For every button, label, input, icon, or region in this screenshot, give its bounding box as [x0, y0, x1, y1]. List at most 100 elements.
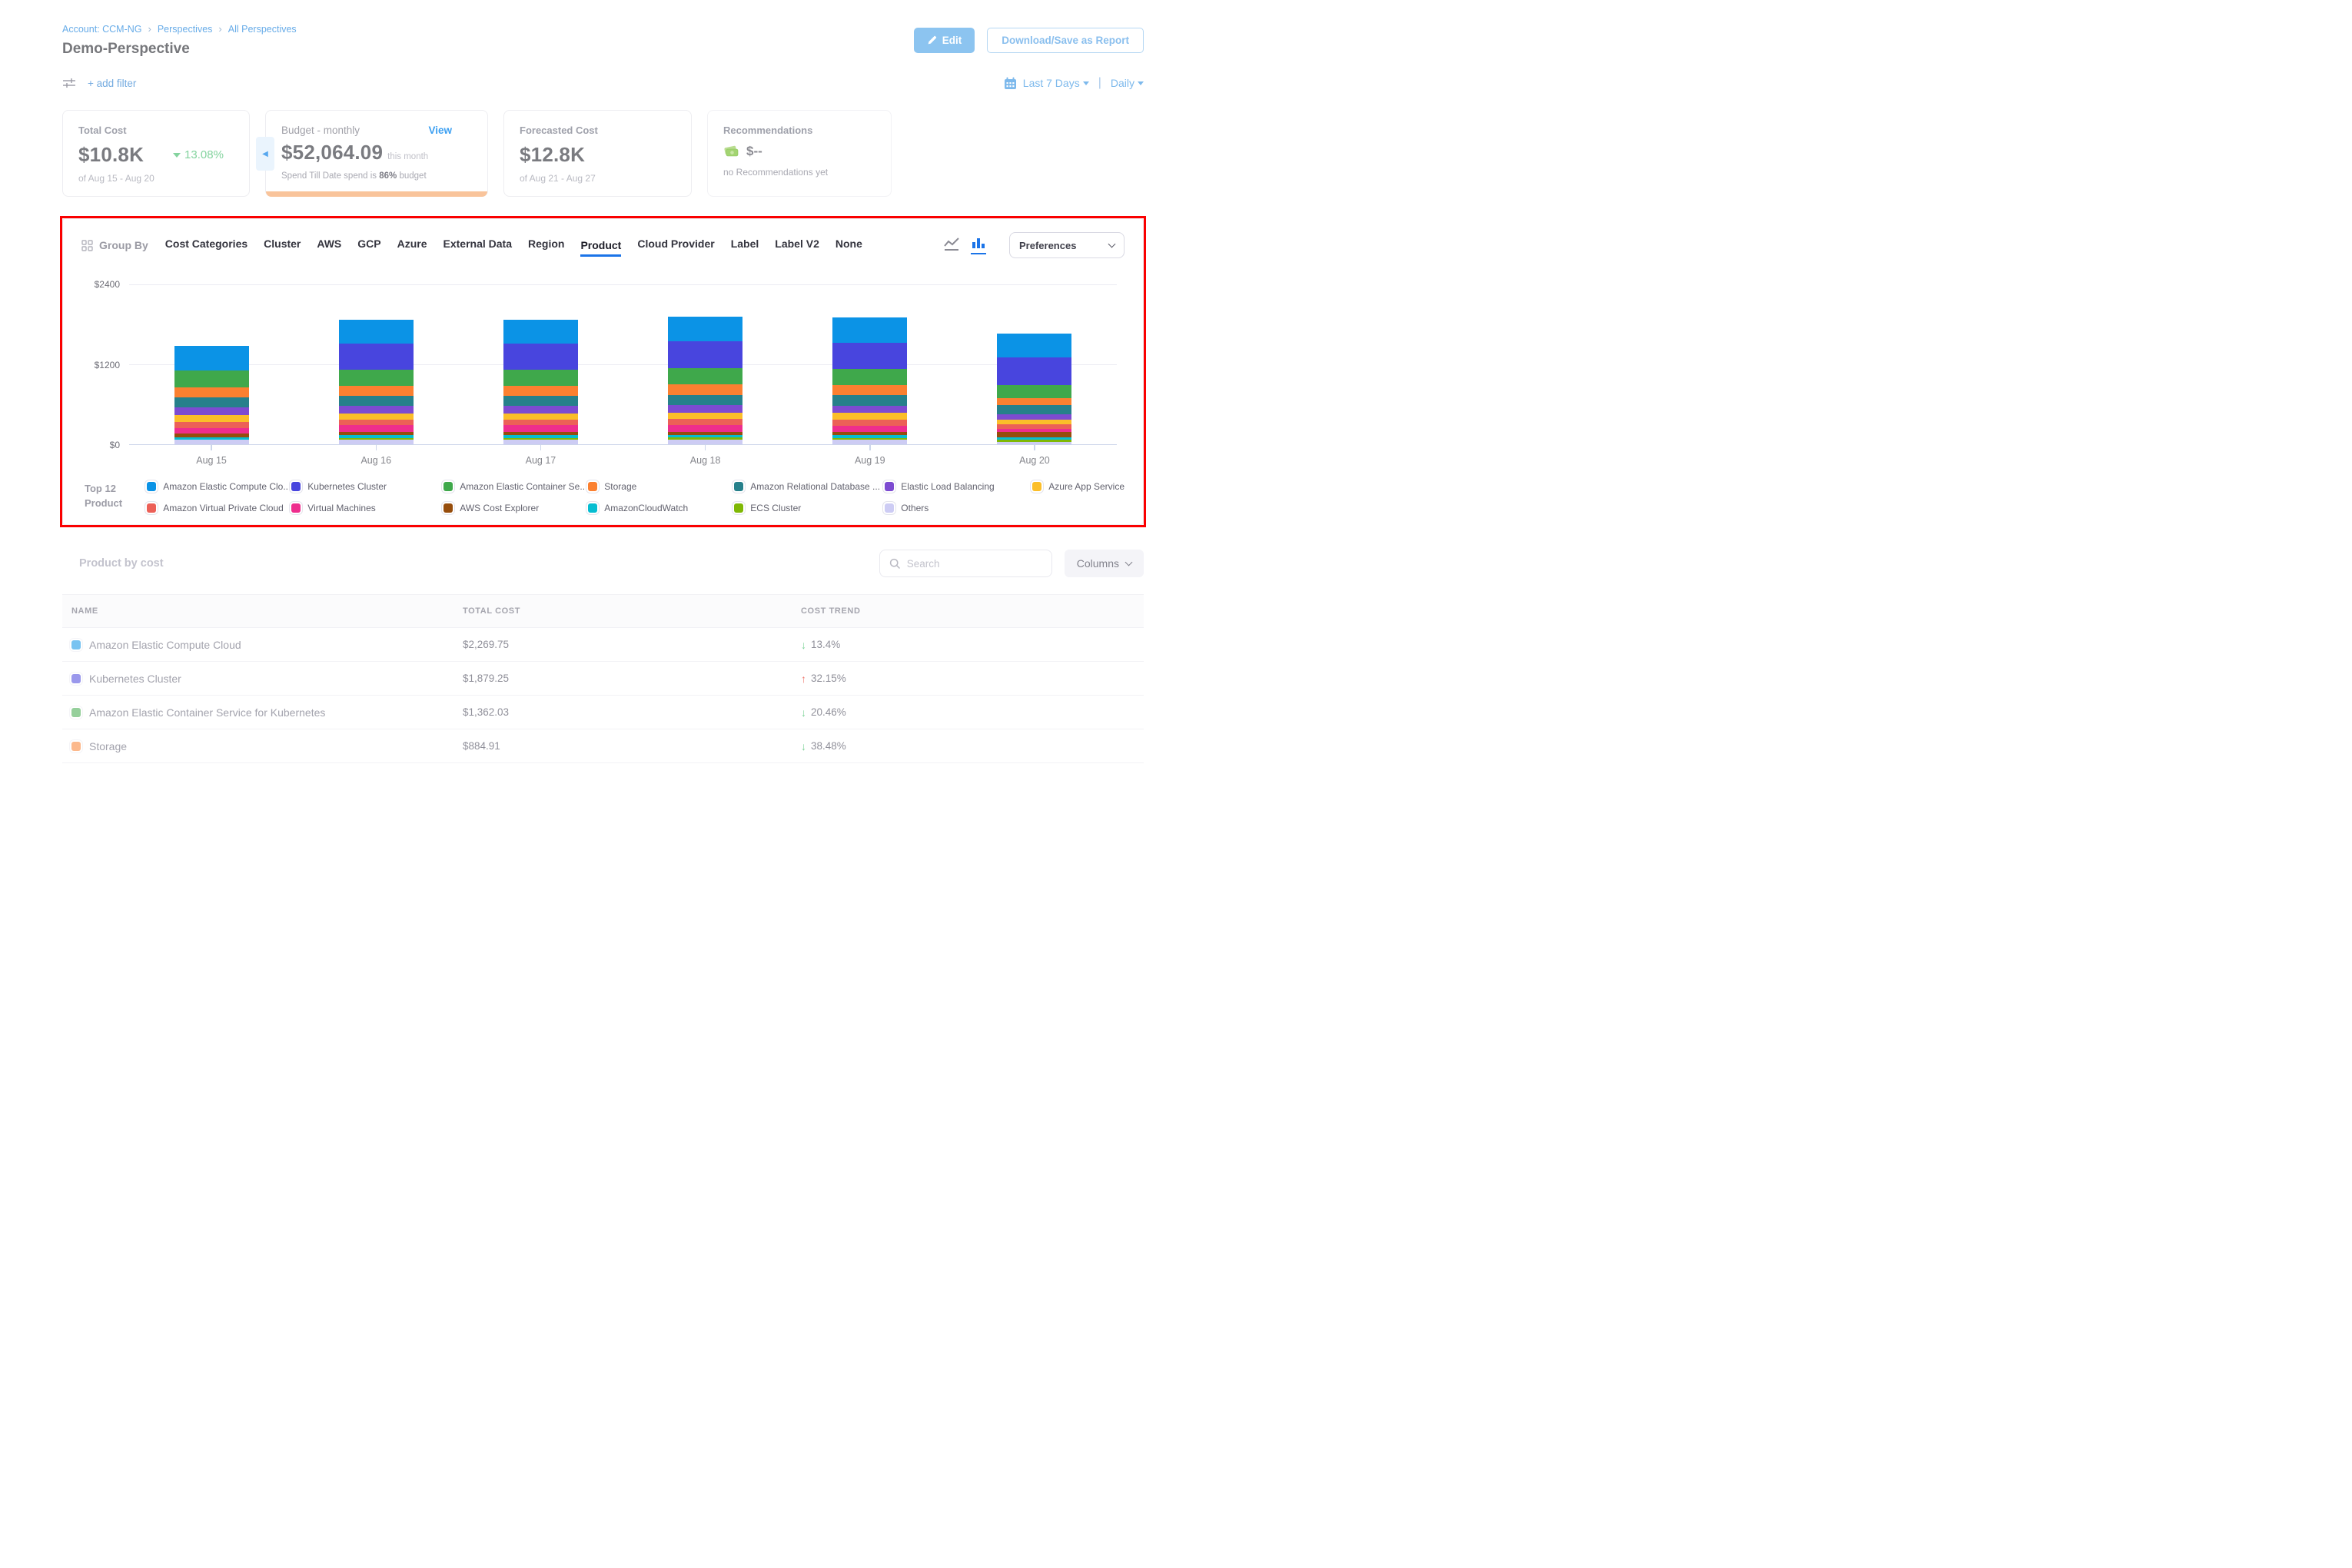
bar-segment-amazon-virtual-private-cloud[interactable] — [832, 419, 908, 426]
download-save-report-button[interactable]: Download/Save as Report — [987, 28, 1144, 53]
add-filter-link[interactable]: + add filter — [88, 77, 137, 89]
bar-segment-kubernetes-cluster[interactable] — [997, 357, 1072, 385]
stacked-bar-aug-15[interactable] — [174, 345, 249, 444]
bar-segment-elastic-load-balancing[interactable] — [832, 405, 908, 414]
legend-item-amazon-elastic-container-service-for-kubernetes[interactable]: Amazon Elastic Container Se... — [443, 481, 588, 492]
bar-segment-amazon-elastic-compute-cloud[interactable] — [668, 317, 743, 342]
groupby-tab-cost-categories[interactable]: Cost Categories — [164, 238, 248, 250]
bar-segment-azure-app-service[interactable] — [997, 420, 1072, 424]
bar-segment-amazon-elastic-compute-cloud[interactable] — [997, 333, 1072, 357]
legend-item-amazon-virtual-private-cloud[interactable]: Amazon Virtual Private Cloud — [147, 503, 291, 513]
groupby-tab-gcp[interactable]: GCP — [357, 238, 381, 250]
bar-segment-azure-app-service[interactable] — [338, 413, 414, 420]
bar-segment-amazon-elastic-container-service-for-kubernetes[interactable] — [503, 369, 578, 386]
bar-segment-amazon-elastic-compute-cloud[interactable] — [503, 319, 578, 344]
bar-segment-amazon-relational-database-service[interactable] — [503, 396, 578, 407]
breadcrumb-account[interactable]: Account: CCM-NG — [62, 23, 142, 35]
row-name[interactable]: Amazon Elastic Compute Cloud — [71, 639, 463, 651]
bar-segment-amazon-relational-database-service[interactable] — [668, 394, 743, 405]
bar-segment-amazon-elastic-container-service-for-kubernetes[interactable] — [668, 368, 743, 385]
groupby-tab-label[interactable]: Label — [730, 238, 759, 250]
bar-segment-amazon-virtual-private-cloud[interactable] — [997, 424, 1072, 430]
bar-segment-elastic-load-balancing[interactable] — [338, 406, 414, 414]
bar-segment-amazon-elastic-compute-cloud[interactable] — [174, 345, 249, 371]
edit-button[interactable]: Edit — [913, 28, 975, 53]
bar-segment-aws-cost-explorer[interactable] — [668, 431, 743, 436]
stacked-bar-aug-18[interactable] — [668, 317, 743, 444]
bar-segment-others[interactable] — [338, 439, 414, 444]
bar-segment-amazoncloudwatch[interactable] — [832, 435, 908, 438]
legend-item-amazon-relational-database-service[interactable]: Amazon Relational Database ... — [734, 481, 885, 492]
bar-segment-amazon-virtual-private-cloud[interactable] — [503, 419, 578, 426]
groupby-tab-cloud-provider[interactable]: Cloud Provider — [637, 238, 715, 250]
bar-segment-amazon-relational-database-service[interactable] — [832, 395, 908, 406]
groupby-tab-none[interactable]: None — [835, 238, 862, 250]
bar-segment-aws-cost-explorer[interactable] — [174, 434, 249, 438]
bar-segment-virtual-machines[interactable] — [668, 425, 743, 432]
legend-item-amazoncloudwatch[interactable]: AmazonCloudWatch — [588, 503, 734, 513]
legend-item-ecs-cluster[interactable]: ECS Cluster — [734, 503, 885, 513]
legend-item-amazon-elastic-compute-cloud[interactable]: Amazon Elastic Compute Clo... — [147, 481, 291, 492]
groupby-tab-cluster[interactable]: Cluster — [264, 238, 301, 250]
bar-segment-amazoncloudwatch[interactable] — [503, 435, 578, 438]
stacked-bar-aug-17[interactable] — [503, 319, 578, 444]
groupby-tab-region[interactable]: Region — [528, 238, 565, 250]
bar-segment-azure-app-service[interactable] — [503, 413, 578, 420]
bar-segment-amazoncloudwatch[interactable] — [668, 435, 743, 438]
bar-segment-amazon-virtual-private-cloud[interactable] — [174, 421, 249, 428]
bar-segment-amazon-relational-database-service[interactable] — [174, 397, 249, 407]
budget-view-link[interactable]: View — [428, 125, 452, 136]
table-row-kubernetes-cluster[interactable]: Kubernetes Cluster $1,879.25 ↑ 32.15% — [62, 662, 1144, 696]
bar-segment-elastic-load-balancing[interactable] — [668, 404, 743, 413]
legend-item-kubernetes-cluster[interactable]: Kubernetes Cluster — [291, 481, 443, 492]
bar-segment-aws-cost-explorer[interactable] — [997, 431, 1072, 438]
bar-segment-kubernetes-cluster[interactable] — [338, 344, 414, 370]
bar-segment-virtual-machines[interactable] — [174, 427, 249, 434]
bar-segment-amazon-elastic-container-service-for-kubernetes[interactable] — [338, 369, 414, 386]
bar-segment-kubernetes-cluster[interactable] — [832, 343, 908, 370]
groupby-tab-aws[interactable]: AWS — [317, 238, 342, 250]
bar-segment-ecs-cluster[interactable] — [997, 440, 1072, 442]
bar-segment-ecs-cluster[interactable] — [832, 437, 908, 440]
groupby-tab-label-v2[interactable]: Label V2 — [775, 238, 819, 250]
legend-item-virtual-machines[interactable]: Virtual Machines — [291, 503, 443, 513]
bar-segment-amazon-virtual-private-cloud[interactable] — [338, 419, 414, 426]
bar-segment-amazon-elastic-container-service-for-kubernetes[interactable] — [174, 370, 249, 387]
table-row-amazon-elastic-container-service-for-kubernetes[interactable]: Amazon Elastic Container Service for Kub… — [62, 696, 1144, 729]
budget-prev-arrow-button[interactable]: ◀ — [256, 137, 274, 171]
table-row-amazon-elastic-compute-cloud[interactable]: Amazon Elastic Compute Cloud $2,269.75 ↓ 13… — [62, 628, 1144, 662]
bar-segment-amazon-elastic-compute-cloud[interactable] — [338, 319, 414, 344]
stacked-bar-aug-16[interactable] — [338, 319, 414, 444]
bar-segment-elastic-load-balancing[interactable] — [503, 406, 578, 414]
preferences-dropdown[interactable]: Preferences — [1009, 232, 1125, 258]
bar-segment-aws-cost-explorer[interactable] — [338, 432, 414, 436]
bar-segment-storage[interactable] — [668, 384, 743, 395]
row-name[interactable]: Kubernetes Cluster — [71, 673, 463, 685]
bar-segment-ecs-cluster[interactable] — [668, 437, 743, 440]
legend-item-storage[interactable]: Storage — [588, 481, 734, 492]
date-range-dropdown[interactable]: Last 7 Days — [1023, 77, 1089, 89]
bar-segment-amazon-relational-database-service[interactable] — [997, 405, 1072, 414]
legend-item-azure-app-service[interactable]: Azure App Service — [1032, 481, 1125, 492]
columns-button[interactable]: Columns — [1064, 550, 1144, 577]
bar-segment-amazon-relational-database-service[interactable] — [338, 396, 414, 407]
bar-segment-kubernetes-cluster[interactable] — [503, 344, 578, 370]
bar-segment-elastic-load-balancing[interactable] — [997, 414, 1072, 420]
breadcrumb-all-perspectives[interactable]: All Perspectives — [228, 23, 297, 35]
bar-segment-amazoncloudwatch[interactable] — [997, 437, 1072, 440]
stacked-bar-aug-20[interactable] — [997, 333, 1072, 444]
legend-item-aws-cost-explorer[interactable]: AWS Cost Explorer — [443, 503, 588, 513]
bar-segment-storage[interactable] — [503, 385, 578, 397]
bar-segment-azure-app-service[interactable] — [668, 412, 743, 420]
column-header-total-cost[interactable]: TOTAL COST — [463, 606, 521, 616]
bar-segment-storage[interactable] — [338, 385, 414, 397]
groupby-tab-external-data[interactable]: External Data — [443, 238, 512, 250]
bar-segment-amazoncloudwatch[interactable] — [338, 435, 414, 438]
bar-segment-others[interactable] — [174, 440, 249, 444]
bar-segment-aws-cost-explorer[interactable] — [832, 431, 908, 436]
table-row-storage[interactable]: Storage $884.91 ↓ 38.48% — [62, 729, 1144, 763]
groupby-tab-product[interactable]: Product — [580, 239, 622, 257]
bar-segment-amazon-elastic-container-service-for-kubernetes[interactable] — [832, 369, 908, 385]
column-header-cost-trend[interactable]: COST TREND — [801, 606, 861, 616]
search-input[interactable] — [906, 557, 1030, 570]
